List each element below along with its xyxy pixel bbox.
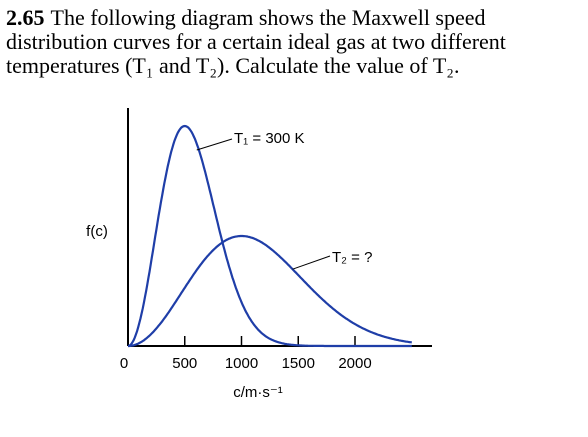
series-2-leader xyxy=(292,255,331,270)
x-tick-label-1000: 1000 xyxy=(225,355,258,372)
curve-series-2 xyxy=(128,234,412,348)
problem-statement: 2.65 The following diagram shows the Maxw… xyxy=(6,6,582,78)
x-tick-label-1500: 1500 xyxy=(282,355,315,372)
series-1-label: T₁ = 300 K xyxy=(234,130,305,147)
x-tick-label-500: 500 xyxy=(172,355,197,372)
y-axis-label: f(c) xyxy=(86,223,108,240)
problem-number: 2.65 xyxy=(6,5,45,30)
problem-text: The following diagram shows the Maxwell … xyxy=(6,5,506,78)
series-1-leader xyxy=(196,138,233,151)
x-tick-label-0: 0 xyxy=(120,355,128,372)
x-tick-label-2000: 2000 xyxy=(338,355,371,372)
x-axis-label: c/m·s⁻¹ xyxy=(233,384,283,401)
series-2-label: T₂ = ? xyxy=(332,249,372,266)
curve-series-1 xyxy=(127,124,412,348)
